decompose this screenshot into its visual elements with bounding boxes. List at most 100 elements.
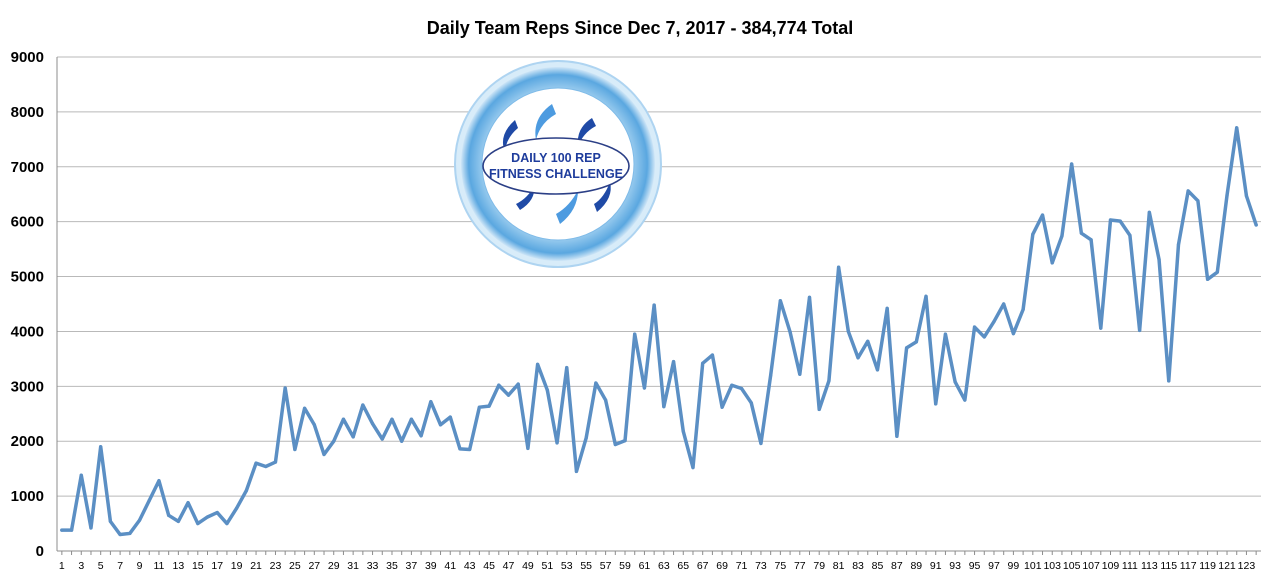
x-tick-label: 99 [1008,560,1020,572]
y-tick-label: 8000 [11,104,44,121]
data-point [108,519,112,523]
data-point [225,521,229,526]
data-point [914,340,918,344]
x-tick-label: 107 [1082,560,1100,572]
data-point [885,306,889,310]
data-point [856,356,860,360]
x-tick-label: 113 [1141,560,1158,572]
data-point [545,388,549,392]
x-tick-label: 121 [1218,560,1236,572]
data-point [1040,213,1045,217]
x-tick-label: 9 [137,560,143,572]
data-point [671,360,676,364]
x-tick-label: 119 [1199,560,1216,572]
data-point [1138,328,1142,332]
data-point [778,299,782,303]
data-point [963,398,967,402]
logo-flame-icon [556,190,578,224]
data-point [497,383,501,387]
data-point [866,339,870,343]
data-point [1244,194,1249,198]
data-point [60,528,64,532]
x-tick-label: 17 [211,560,223,572]
data-point [972,325,977,329]
x-tick-label: 105 [1063,560,1081,572]
data-point [875,368,880,372]
data-point [788,330,792,334]
y-tick-label: 0 [36,543,44,560]
data-point [167,513,171,517]
data-point [1167,379,1171,383]
x-tick-label: 97 [988,560,1000,572]
x-tick-label: 75 [775,560,787,572]
data-point [79,473,83,477]
data-point [982,335,986,339]
logo-text-line2: FITNESS CHALLENGE [489,167,623,181]
data-point [536,362,540,366]
x-tick-label: 59 [619,560,631,572]
data-point [487,404,491,408]
data-point [1128,233,1132,237]
x-tick-label: 21 [250,560,262,572]
data-point [1108,218,1113,222]
data-point [1176,243,1181,247]
x-tick-label: 15 [192,560,204,572]
data-point [555,441,559,445]
data-point [235,506,239,510]
data-point [341,417,346,421]
y-tick-label: 3000 [11,378,44,395]
data-point [458,447,462,451]
data-point [1225,193,1229,197]
y-tick-label: 5000 [11,269,44,286]
x-tick-label: 71 [736,560,748,572]
data-point [1099,326,1103,330]
data-point [701,361,705,365]
data-point [351,435,355,439]
x-tick-label: 123 [1238,560,1256,572]
data-point [322,452,326,456]
x-tick-label: 109 [1102,560,1120,572]
data-point [137,518,142,522]
data-point [370,422,375,426]
challenge-logo: DAILY 100 REP FITNESS CHALLENGE [454,60,662,268]
x-tick-label: 111 [1122,560,1138,572]
data-point [895,434,899,438]
data-point [380,437,384,441]
y-tick-label: 2000 [11,433,44,450]
y-tick-label: 4000 [11,323,44,340]
data-point [215,510,219,515]
x-axis-ticks: 1 3 5 7 9 11 13 15 17 19 21 23 25 27 29 31 33 35 37 39 41 43 4… [59,551,1257,572]
data-point [400,439,404,443]
data-point [1070,162,1074,166]
data-point [468,447,472,452]
x-tick-label: 35 [386,560,398,572]
data-point [186,501,190,505]
data-point [506,393,511,397]
data-point [769,373,773,377]
data-point [429,400,433,404]
y-axis-ticks: 0 1000 2000 3000 4000 5000 6000 7000 8000 9000 [11,49,44,560]
data-point [273,460,278,464]
data-point [176,519,180,523]
data-point [817,407,821,411]
data-point [759,441,763,446]
data-point [264,464,268,469]
x-tick-label: 103 [1043,560,1061,572]
data-point [409,417,413,421]
x-tick-label: 79 [813,560,825,572]
data-point [1011,332,1016,336]
data-point [604,398,608,402]
data-point [710,353,715,357]
x-tick-label: 63 [658,560,670,572]
data-point [1186,189,1190,193]
data-point [128,531,132,536]
data-point [1060,234,1064,238]
data-point [99,445,103,449]
y-tick-label: 6000 [11,214,44,231]
x-tick-label: 11 [153,560,164,572]
data-point [1050,261,1054,265]
y-tick-label: 9000 [11,49,44,66]
x-tick-label: 3 [78,560,84,572]
data-point [992,319,996,324]
